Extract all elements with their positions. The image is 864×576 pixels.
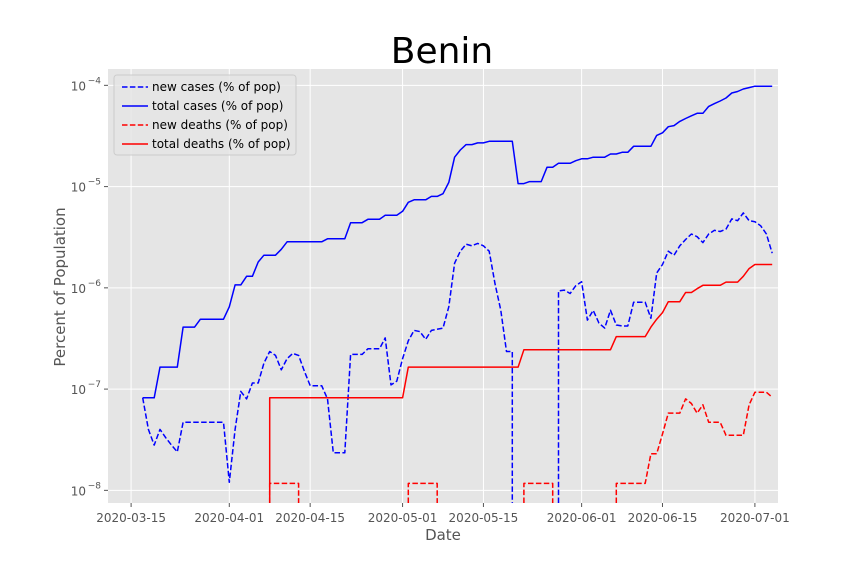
x-tick-label: 2020-04-01 (194, 511, 264, 525)
legend-label: new deaths (% of pop) (152, 118, 288, 132)
y-tick-label: 10 (71, 484, 86, 498)
x-axis: 2020-03-15 2020-04-01 2020-04-15 2020-05-01… (96, 503, 790, 525)
y-tick-exponent: −6 (88, 279, 102, 289)
x-tick-label: 2020-04-15 (275, 511, 345, 525)
x-tick-label: 2020-06-01 (547, 511, 617, 525)
y-tick-exponent: −7 (88, 380, 101, 390)
chart-title: Benin (391, 31, 493, 72)
x-axis-label: Date (425, 526, 461, 544)
y-tick-exponent: −8 (88, 481, 102, 491)
series-line-1 (142, 85, 773, 399)
y-axis: 10−810−710−610−510−4 (71, 76, 108, 498)
legend-box (113, 74, 297, 156)
legend-label: total deaths (% of pop) (152, 137, 291, 151)
y-axis-label: Percent of Population (51, 207, 69, 366)
x-tick-label: 2020-03-15 (96, 511, 166, 525)
y-tick-exponent: −4 (88, 76, 102, 86)
y-tick-base: 10 (71, 282, 86, 296)
y-tick-base: 10 (71, 79, 86, 93)
y-tick-label: 10 (71, 181, 86, 195)
legend-label: new cases (% of pop) (152, 80, 281, 94)
y-tick-exponent: −5 (88, 178, 101, 188)
y-tick-label: 10 (71, 79, 86, 93)
series-line-0 (557, 212, 773, 503)
y-tick-label: 10 (71, 282, 86, 296)
x-tick-label: 2020-05-15 (449, 511, 519, 525)
y-tick-base: 10 (71, 383, 86, 397)
legend-label: total cases (% of pop) (152, 99, 283, 113)
series-line-2 (523, 482, 554, 503)
series-layer (141, 85, 773, 503)
series-line-3 (268, 263, 773, 503)
x-tick-label: 2020-07-01 (720, 511, 790, 525)
series-line-0 (141, 242, 514, 503)
x-tick-label: 2020-06-15 (628, 511, 698, 525)
x-tick-label: 2020-05-01 (368, 511, 438, 525)
y-tick-label: 10 (71, 383, 86, 397)
legend: new cases (% of pop) total cases (% of po… (113, 74, 297, 156)
grid (108, 69, 778, 503)
series-line-2 (615, 391, 773, 503)
y-tick-base: 10 (71, 484, 86, 498)
y-tick-base: 10 (71, 181, 86, 195)
series-line-2 (407, 482, 438, 503)
